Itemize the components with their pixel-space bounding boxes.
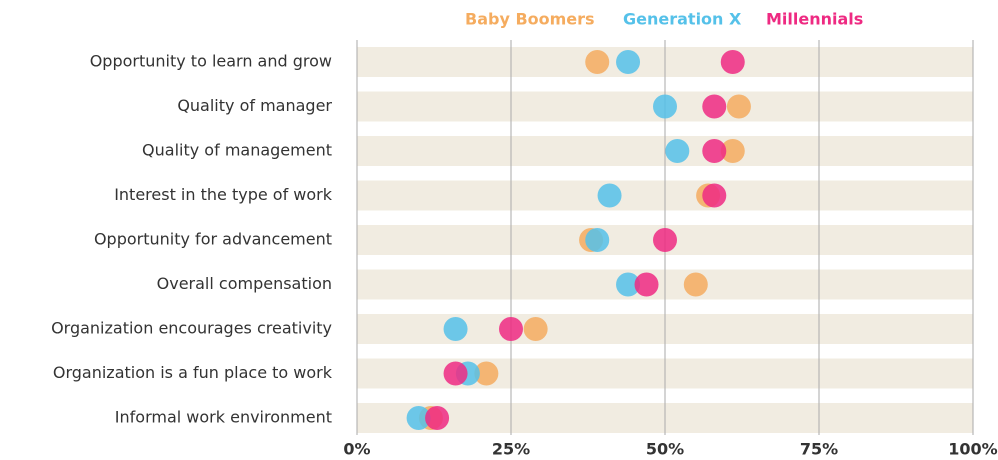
x-tick-label: 50% <box>646 440 684 459</box>
dot <box>585 228 610 252</box>
category-label: Opportunity to learn and grow <box>90 52 332 71</box>
dot <box>443 317 468 341</box>
legend-entry: Generation X <box>623 10 742 29</box>
legend-entry: Millennials <box>766 10 863 29</box>
category-label: Quality of management <box>142 141 332 160</box>
dot <box>499 317 523 341</box>
dot <box>653 228 677 252</box>
x-tick-label: 0% <box>343 440 370 459</box>
category-label: Quality of manager <box>177 96 332 115</box>
x-tick-label: 100% <box>948 440 997 459</box>
dot <box>720 139 745 163</box>
dot <box>702 139 727 163</box>
dot <box>616 50 641 74</box>
x-tick-label: 75% <box>800 440 838 459</box>
dot <box>425 406 450 430</box>
dot <box>634 272 659 297</box>
dot <box>597 183 622 208</box>
dot <box>720 50 745 74</box>
dot <box>406 406 431 430</box>
x-tick-label: 25% <box>492 440 530 459</box>
dot <box>653 94 677 119</box>
dot <box>523 317 548 341</box>
category-label: Opportunity for advancement <box>94 230 332 249</box>
dot <box>585 50 610 74</box>
dot <box>683 272 708 297</box>
category-label: Organization encourages creativity <box>51 319 332 338</box>
category-label: Informal work environment <box>115 408 332 427</box>
dot <box>702 183 727 208</box>
legend-entry: Baby Boomers <box>465 10 595 29</box>
dot <box>665 139 690 163</box>
category-label: Overall compensation <box>157 274 332 293</box>
dot <box>726 94 751 119</box>
category-label: Interest in the type of work <box>114 185 333 204</box>
dot <box>702 94 727 119</box>
category-label: Organization is a fun place to work <box>53 363 333 382</box>
dot <box>443 361 468 386</box>
dot <box>616 272 641 297</box>
dot <box>474 361 499 386</box>
